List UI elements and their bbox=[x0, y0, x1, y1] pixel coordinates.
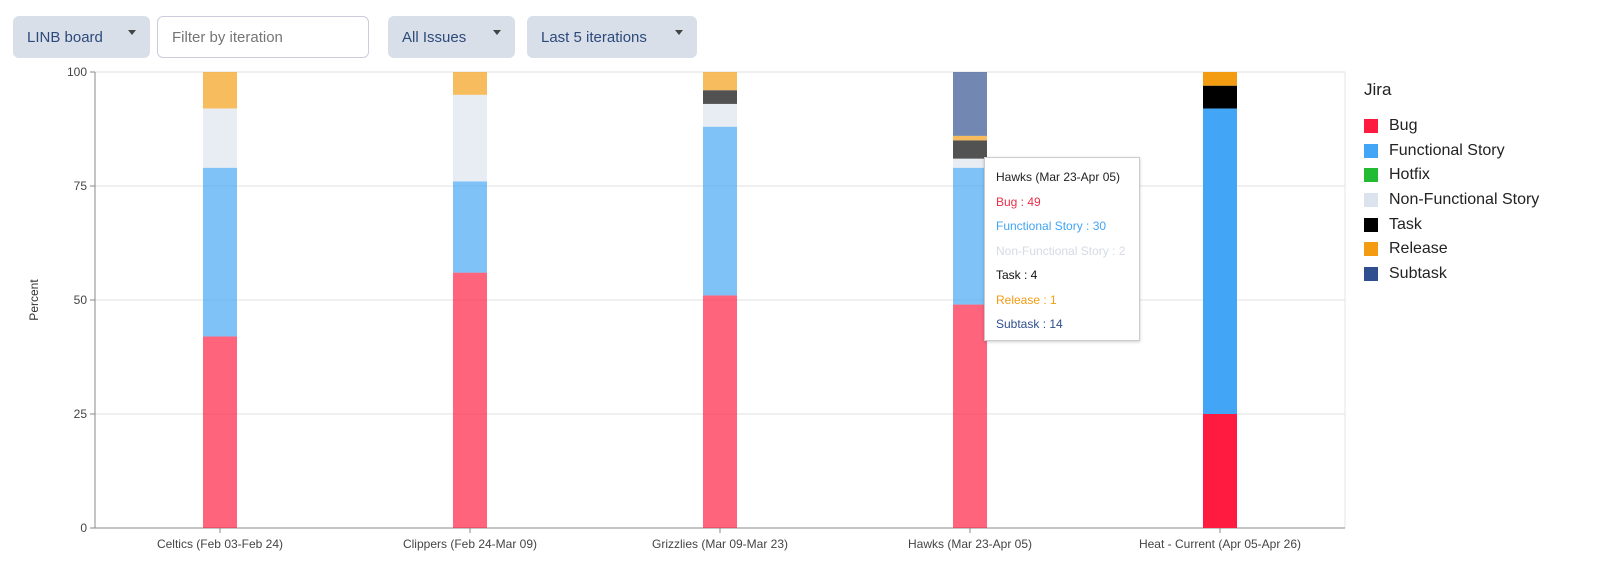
board-dropdown[interactable]: LINB board bbox=[13, 16, 150, 58]
bar-segment-bug bbox=[953, 304, 987, 528]
bar-segment-task bbox=[703, 90, 737, 104]
y-tick-label: 100 bbox=[67, 65, 87, 79]
legend-item[interactable]: Release bbox=[1364, 237, 1539, 262]
legend-item[interactable]: Task bbox=[1364, 212, 1539, 237]
legend-item[interactable]: Subtask bbox=[1364, 262, 1539, 287]
x-tick-label: Grizzlies (Mar 09-Mar 23) bbox=[652, 537, 788, 551]
bar-segment-functional-story bbox=[1203, 108, 1237, 414]
caret-down-icon bbox=[675, 30, 683, 35]
tooltip-functional-story: Functional Story : 30 bbox=[996, 219, 1107, 233]
y-tick-label: 25 bbox=[74, 407, 88, 421]
x-tick-label: Heat - Current (Apr 05-Apr 26) bbox=[1139, 537, 1301, 551]
legend-swatch bbox=[1364, 242, 1378, 257]
bar-segment-subtask bbox=[953, 72, 987, 136]
x-tick-label: Hawks (Mar 23-Apr 05) bbox=[908, 537, 1032, 551]
tooltip-subtask: Subtask : 14 bbox=[996, 317, 1063, 331]
caret-down-icon bbox=[128, 30, 136, 35]
bar-segment-functional-story bbox=[203, 167, 237, 337]
legend-swatch bbox=[1364, 266, 1378, 281]
bar-segment-bug bbox=[1203, 414, 1237, 528]
tooltip-title: Hawks (Mar 23-Apr 05) bbox=[996, 170, 1121, 184]
bar-segment-release bbox=[203, 72, 237, 109]
legend-label: Subtask bbox=[1389, 264, 1447, 282]
bar-segment-task bbox=[953, 140, 987, 159]
bar-segment-non-functional-story bbox=[953, 158, 987, 168]
caret-down-icon bbox=[493, 30, 501, 35]
bar-segment-non-functional-story bbox=[203, 108, 237, 168]
bar-segment-release bbox=[1203, 72, 1237, 86]
bar-segment-release bbox=[953, 135, 987, 141]
bar-segment-bug bbox=[453, 272, 487, 528]
legend-label: Hotfix bbox=[1389, 166, 1430, 184]
legend-swatch bbox=[1364, 119, 1378, 134]
tooltip-task: Task : 4 bbox=[996, 268, 1038, 282]
bar-segment-non-functional-story bbox=[453, 94, 487, 182]
legend-label: Task bbox=[1389, 215, 1422, 233]
legend: Jira Bug Functional Story Hotfix Non-Functi… bbox=[1364, 80, 1539, 286]
legend-item[interactable]: Non-Functional Story bbox=[1364, 188, 1539, 213]
bar-segment-release bbox=[703, 72, 737, 91]
x-tick-label: Clippers (Feb 24-Mar 09) bbox=[403, 537, 537, 551]
legend-swatch bbox=[1364, 193, 1378, 208]
legend-title: Jira bbox=[1364, 80, 1392, 99]
bar-segment-bug bbox=[703, 295, 737, 528]
bar-segment-non-functional-story bbox=[703, 103, 737, 127]
y-tick-label: 0 bbox=[80, 521, 87, 535]
x-tick-label: Celtics (Feb 03-Feb 24) bbox=[157, 537, 283, 551]
legend-item[interactable]: Hotfix bbox=[1364, 163, 1539, 188]
bar-segment-functional-story bbox=[453, 181, 487, 273]
legend-swatch bbox=[1364, 217, 1378, 232]
tooltip-non-functional-story: Non-Functional Story : 2 bbox=[996, 243, 1126, 258]
issues-label: All Issues bbox=[402, 28, 467, 46]
bar-segment-bug bbox=[203, 336, 237, 528]
legend-item[interactable]: Bug bbox=[1364, 114, 1539, 139]
board-label: LINB board bbox=[27, 28, 103, 46]
legend-item[interactable]: Functional Story bbox=[1364, 139, 1539, 164]
range-dropdown[interactable]: Last 5 iterations bbox=[527, 16, 697, 58]
legend-label: Bug bbox=[1389, 117, 1418, 135]
legend-label: Non-Functional Story bbox=[1389, 191, 1540, 209]
tooltip-bug: Bug : 49 bbox=[996, 194, 1041, 209]
issues-dropdown[interactable]: All Issues bbox=[388, 16, 515, 58]
legend-swatch bbox=[1364, 168, 1378, 183]
bar-segment-task bbox=[1203, 85, 1237, 109]
stacked-bar-chart: 0 25 50 75 100 Percent Celtics (Feb 03-Feb 24)… bbox=[27, 65, 1346, 551]
tooltip-release: Release : 1 bbox=[996, 292, 1057, 307]
filter-iteration-input[interactable] bbox=[157, 16, 369, 58]
legend-swatch bbox=[1364, 143, 1378, 158]
bar-segment-release bbox=[453, 72, 487, 95]
legend-label: Functional Story bbox=[1389, 141, 1505, 159]
range-label: Last 5 iterations bbox=[541, 28, 647, 46]
y-tick-label: 50 bbox=[74, 293, 88, 307]
legend-label: Release bbox=[1389, 240, 1448, 258]
tooltip: Hawks (Mar 23-Apr 05) Bug : 49 Functiona… bbox=[984, 157, 1140, 341]
y-axis-label: Percent bbox=[27, 279, 41, 321]
y-tick-label: 75 bbox=[74, 179, 88, 193]
bar-segment-functional-story bbox=[703, 126, 737, 296]
bar-segment-functional-story bbox=[953, 167, 987, 305]
